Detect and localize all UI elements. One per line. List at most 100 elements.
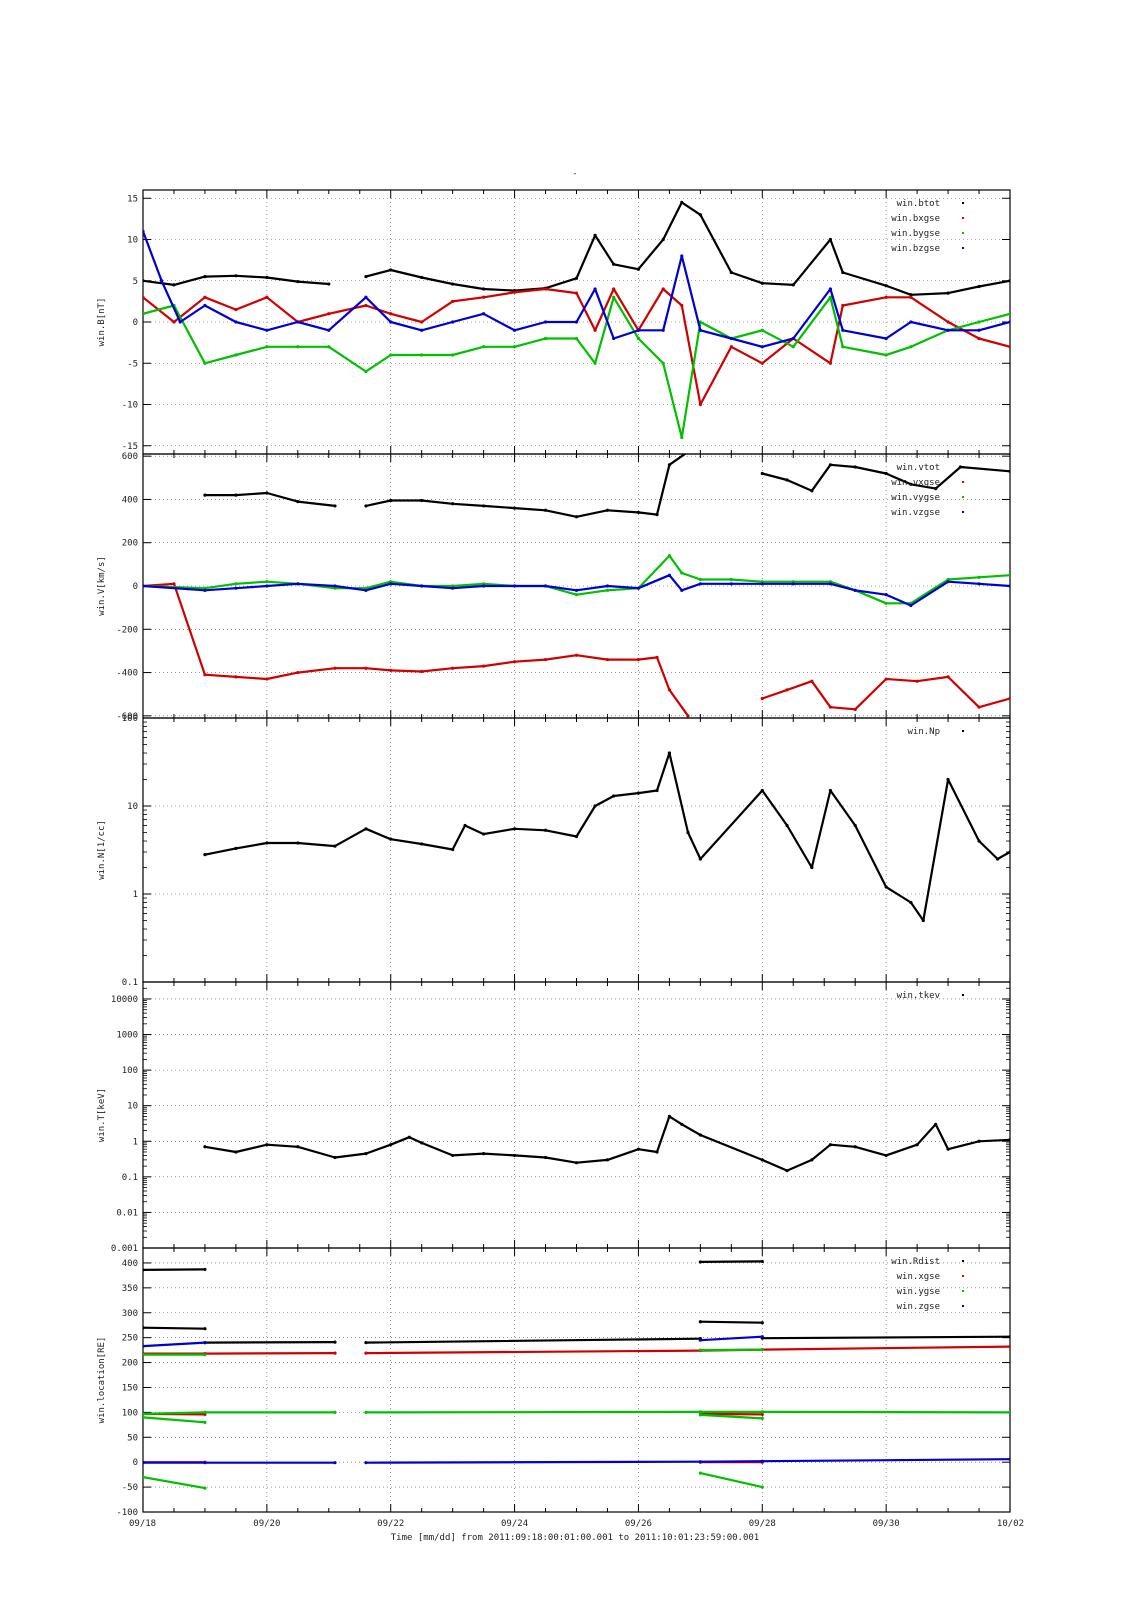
y-tick-label: 10 [127, 236, 138, 246]
data-point [884, 601, 888, 605]
data-point [543, 828, 548, 832]
data-point [667, 1114, 671, 1119]
data-point [921, 918, 925, 923]
data-point [451, 299, 455, 303]
data-point [977, 582, 981, 586]
legend-label: win.Rdist [891, 1257, 940, 1267]
data-point [977, 839, 981, 843]
data-point [1008, 1138, 1010, 1142]
data-point [698, 1471, 702, 1475]
data-point [364, 303, 368, 308]
data-point [143, 1326, 145, 1330]
data-point [265, 328, 269, 332]
data-point [543, 336, 548, 341]
data-point [698, 213, 702, 217]
data-point [686, 714, 690, 718]
data-point [760, 328, 764, 332]
y-tick-label: 400 [122, 495, 138, 505]
legend-location: win.Rdist win.xgse win.ygse win.zgse [891, 1257, 964, 1312]
x-tick-label: 09/20 [253, 1519, 280, 1529]
series-win.zgse [364, 1458, 1010, 1464]
data-point [909, 320, 913, 324]
data-point [698, 1338, 702, 1342]
data-point [234, 586, 238, 590]
data-point [977, 1139, 981, 1143]
data-point [265, 1143, 269, 1147]
data-point [482, 832, 486, 836]
data-point [482, 664, 486, 668]
data-point [785, 478, 789, 482]
data-point [333, 504, 337, 508]
series-group [143, 200, 1010, 440]
data-point [636, 1147, 641, 1151]
data-point [828, 705, 833, 709]
data-point [841, 328, 845, 332]
data-point [593, 804, 597, 808]
series-win.xgse [699, 1412, 764, 1416]
data-point [574, 1161, 579, 1165]
data-point [451, 502, 455, 506]
data-point [828, 463, 833, 467]
data-point [841, 270, 845, 275]
data-point [407, 1135, 411, 1139]
y-tick-label: 600 [122, 452, 138, 462]
legend-label: win.btot [897, 199, 940, 209]
data-point [203, 1341, 207, 1345]
data-point [698, 582, 702, 586]
data-point [364, 666, 368, 670]
data-point [884, 1153, 888, 1158]
data-point [853, 465, 857, 469]
data-point [760, 361, 764, 365]
data-point [296, 670, 300, 675]
x-tick-label: 09/22 [377, 1519, 404, 1529]
data-point [884, 885, 888, 889]
series-win.Rdist [699, 1260, 764, 1264]
legend-label: win.zgse [897, 1302, 940, 1312]
data-point [729, 336, 733, 341]
data-point [760, 788, 764, 793]
y-tick-label: -400 [116, 669, 138, 679]
data-point [680, 200, 684, 204]
data-point [327, 345, 331, 349]
data-point [234, 1150, 238, 1154]
data-point [884, 593, 888, 597]
data-point [977, 328, 981, 332]
data-point [389, 320, 393, 324]
y-tick-label: -50 [122, 1483, 138, 1493]
y-tick-label: 400 [122, 1259, 138, 1269]
data-point [178, 320, 182, 324]
data-point [760, 582, 764, 586]
data-point [760, 1416, 764, 1420]
data-point [296, 345, 300, 349]
series-win.btot [364, 201, 1010, 296]
data-point [333, 666, 337, 670]
data-point [265, 580, 269, 584]
data-point [333, 844, 337, 848]
data-point [143, 279, 145, 283]
data-point [389, 353, 393, 357]
data-point [729, 345, 733, 349]
data-point [333, 1351, 337, 1355]
x-tick-label: 09/18 [129, 1519, 156, 1529]
data-point [791, 582, 795, 586]
data-point [1008, 312, 1010, 316]
data-point [698, 328, 702, 332]
data-point [451, 666, 455, 670]
data-point [420, 669, 424, 674]
data-point [729, 577, 733, 582]
data-point [977, 284, 981, 289]
data-point [841, 303, 845, 308]
data-point [203, 361, 207, 365]
y-tick-label: -600 [116, 712, 138, 722]
x-tick-label: 10/02 [997, 1519, 1024, 1529]
data-point [760, 1485, 764, 1489]
data-point [810, 679, 814, 683]
data-point [327, 312, 331, 316]
data-point [977, 336, 981, 341]
data-point [389, 268, 393, 272]
panel-V: -600 -400 -200 0 200 400 600 win.V[km/s] win.vto… [97, 452, 1011, 722]
x-tick-label: 09/26 [625, 1519, 652, 1529]
data-point [234, 308, 238, 312]
legend-marker [962, 232, 964, 234]
data-point [605, 508, 610, 512]
